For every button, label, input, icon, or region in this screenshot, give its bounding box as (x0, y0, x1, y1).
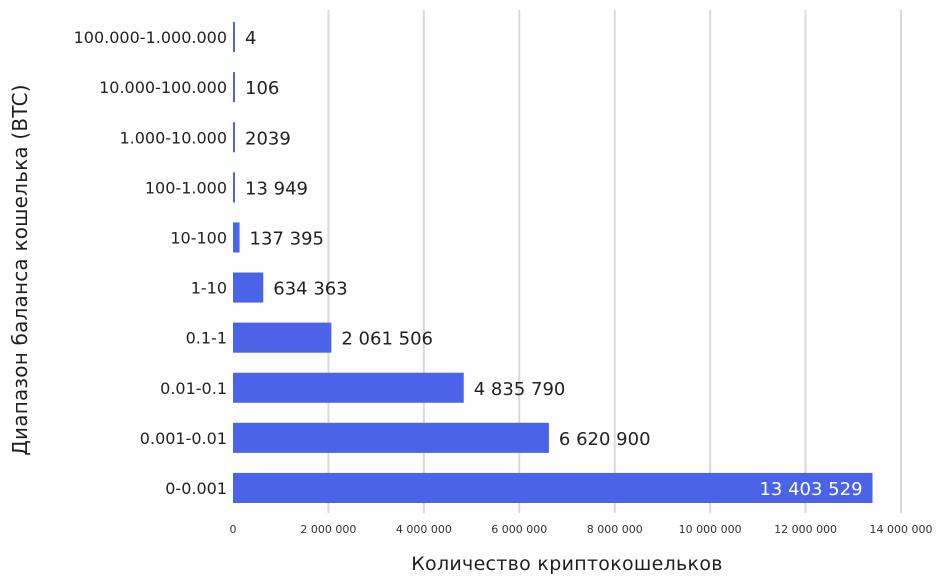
x-tick-label: 4 000 000 (396, 523, 452, 536)
bar (233, 72, 235, 103)
x-tick-label: 12 000 000 (774, 523, 837, 536)
x-tick-label: 8 000 000 (587, 523, 643, 536)
y-tick-label: 1.000-10.000 (119, 128, 227, 147)
data-label: 106 (245, 78, 279, 99)
x-tick-label: 14 000 000 (870, 523, 933, 536)
data-label: 4 835 790 (474, 379, 566, 400)
y-tick-label: 0.1-1 (186, 329, 227, 348)
x-tick-label: 6 000 000 (491, 523, 547, 536)
y-tick-label: 10.000-100.000 (99, 78, 227, 97)
bar (233, 222, 240, 253)
y-tick-label: 0-0.001 (165, 479, 227, 498)
data-label: 2039 (245, 128, 291, 149)
data-label: 4 (245, 28, 256, 49)
bar (233, 122, 235, 153)
y-tick-label: 10-100 (170, 228, 227, 247)
bar (233, 422, 549, 453)
bar (233, 22, 235, 53)
x-tick-label: 0 (230, 523, 237, 536)
data-label: 137 395 (250, 228, 324, 249)
data-label: 6 620 900 (559, 429, 651, 450)
data-label: 13 403 529 (759, 479, 862, 500)
x-axis-title: Количество криптокошельков (411, 553, 723, 575)
y-tick-label: 1-10 (191, 279, 227, 298)
bar (233, 322, 332, 353)
x-tick-label: 10 000 000 (679, 523, 742, 536)
data-label: 13 949 (245, 178, 308, 199)
bar (233, 472, 873, 503)
x-tick-label: 2 000 000 (300, 523, 356, 536)
y-tick-label: 0.01-0.1 (160, 379, 227, 398)
bar (233, 172, 235, 203)
data-label: 2 061 506 (341, 329, 433, 350)
y-tick-label: 0.001-0.01 (140, 429, 227, 448)
data-label: 634 363 (273, 279, 347, 300)
bar (233, 372, 464, 403)
bar (233, 272, 264, 303)
y-tick-label: 100.000-1.000.000 (74, 28, 227, 47)
y-tick-label: 100-1.000 (145, 178, 227, 197)
